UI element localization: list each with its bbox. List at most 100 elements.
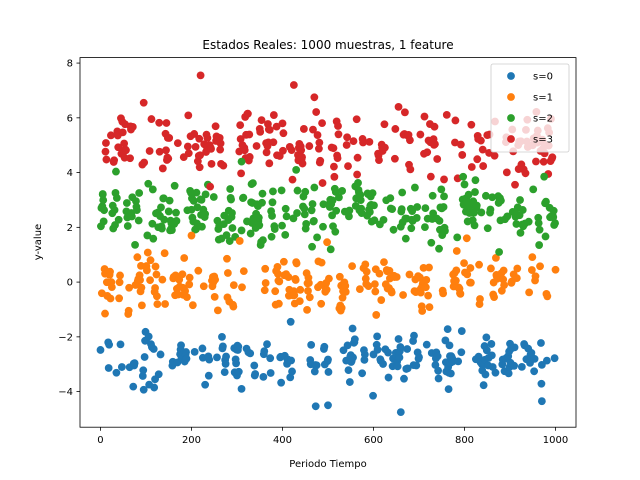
point-s1 [274,269,282,278]
point-s1 [325,274,333,283]
point-s0 [445,341,454,350]
point-s3 [467,163,476,171]
point-s2 [198,222,206,231]
point-s1 [275,277,284,286]
point-s2 [270,225,279,233]
point-s0 [394,335,403,343]
point-s0 [263,340,271,349]
point-s2 [368,189,377,198]
point-s0 [446,369,455,378]
point-s1 [290,291,299,300]
point-s1 [183,293,191,302]
point-s0 [360,350,369,359]
point-s0 [112,368,121,377]
point-s1 [146,276,154,285]
point-s1 [425,263,433,272]
outlier-point-s2 [237,157,246,166]
point-s2 [131,240,139,249]
point-s0 [156,350,165,359]
point-s2 [201,210,210,218]
point-s3 [165,134,174,142]
point-s0 [139,385,148,394]
point-s1 [261,264,270,273]
point-s1 [292,259,301,268]
point-s3 [236,121,245,129]
point-s2 [269,187,277,196]
point-s3 [390,154,399,163]
point-s2 [541,232,550,241]
point-s0 [415,353,423,362]
point-s2 [281,230,290,239]
point-s2 [379,215,388,224]
point-s1 [418,307,427,315]
point-s0 [349,353,357,362]
point-s3 [330,162,338,171]
point-s1 [284,273,293,281]
point-s1 [385,266,394,275]
point-s3 [548,153,557,162]
point-s3 [297,146,306,155]
point-s1 [239,267,248,275]
point-s0 [434,366,443,375]
point-s3 [162,119,171,127]
point-s2 [439,203,448,211]
point-s2 [437,185,446,194]
point-s3 [375,156,383,165]
point-s0 [116,340,125,349]
point-s3 [195,163,204,172]
point-s0 [457,327,466,335]
point-s0 [220,368,229,377]
x-tick-label: 200 [182,435,201,446]
point-s2 [300,210,309,219]
point-s2 [370,201,378,210]
point-s0 [182,354,191,363]
point-s3 [184,149,193,158]
y-axis-label: y-value [33,224,44,260]
point-s1 [322,285,331,294]
point-s2 [258,198,266,207]
point-s0 [396,343,405,351]
point-s2 [338,187,347,195]
point-s2 [112,167,120,176]
point-s2 [254,213,263,222]
point-s0 [234,367,243,376]
point-s2 [495,248,503,256]
point-s2 [488,193,497,202]
point-s0 [105,340,114,349]
point-s2 [225,237,234,245]
point-s3 [245,130,254,139]
point-s3 [318,179,327,187]
x-tick-label: 600 [364,435,383,446]
point-s3 [126,154,134,163]
point-s0 [517,363,526,371]
point-s3 [521,169,530,178]
point-s2 [428,191,437,200]
outlier-point-s1 [551,265,560,274]
point-s1 [238,283,246,292]
point-s1 [317,258,326,267]
point-s2 [157,203,165,212]
point-s3 [288,175,297,184]
point-s2 [516,196,524,204]
point-s1 [106,267,114,276]
point-s0 [266,354,275,363]
point-s0 [204,371,213,380]
legend-marker [507,72,515,80]
point-s3 [353,170,362,179]
point-s1 [499,266,508,275]
legend-marker [507,114,515,122]
legend-marker [507,93,515,101]
point-s1 [199,282,208,291]
point-s2 [308,242,316,251]
point-s2 [192,188,201,197]
point-s1 [137,301,146,310]
point-s3 [128,122,137,131]
outlier-point-s3 [394,102,403,111]
point-s2 [246,229,255,238]
point-s3 [532,157,540,166]
point-s3 [380,143,389,152]
point-s0 [139,366,148,375]
point-s3 [359,138,367,147]
point-s2 [370,216,379,225]
outlier-point-s3 [289,81,298,89]
